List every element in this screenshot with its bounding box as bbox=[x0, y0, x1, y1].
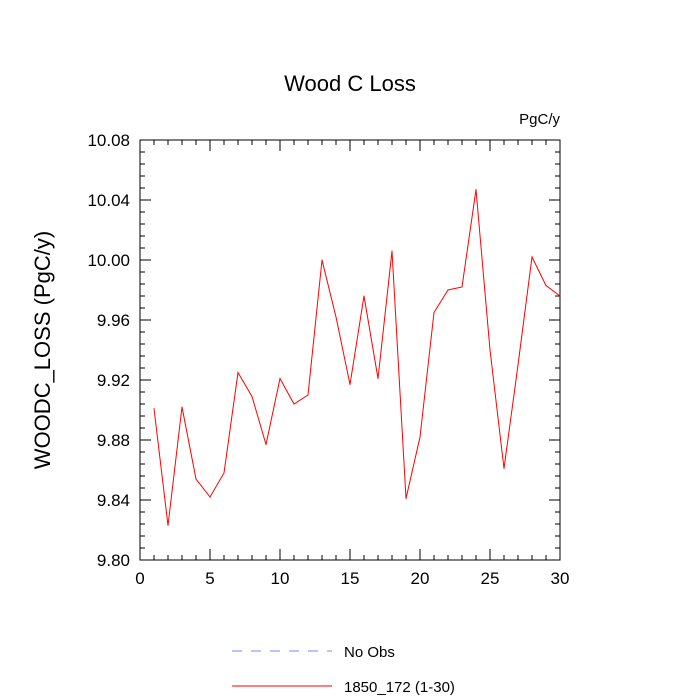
data-point bbox=[433, 312, 435, 313]
chart-title: Wood C Loss bbox=[284, 71, 416, 96]
x-tick-label: 0 bbox=[135, 569, 144, 588]
y-tick-label: 9.88 bbox=[97, 431, 130, 450]
data-point bbox=[461, 286, 463, 288]
data-point bbox=[447, 289, 449, 291]
plot-frame bbox=[139, 139, 561, 561]
data-point bbox=[307, 394, 309, 396]
y-tick-label: 9.96 bbox=[97, 311, 130, 330]
data-point bbox=[349, 384, 351, 385]
series-line bbox=[153, 189, 561, 526]
data-point bbox=[489, 349, 491, 351]
data-point bbox=[167, 525, 169, 526]
data-point bbox=[223, 472, 225, 474]
y-tick-label: 9.84 bbox=[97, 491, 130, 510]
data-point bbox=[559, 295, 561, 297]
data-point bbox=[405, 498, 407, 499]
x-tick-label: 5 bbox=[205, 569, 214, 588]
y-tick-label: 9.92 bbox=[97, 371, 130, 390]
data-point bbox=[391, 250, 393, 252]
y-tick-label: 9.80 bbox=[97, 551, 130, 570]
data-point bbox=[517, 364, 519, 366]
tick-labels: 0 5 10 15 20 25 30 9.80 9.84 9.88 9.92 9.96 10.00 10.… bbox=[87, 131, 569, 588]
data-point bbox=[251, 396, 253, 397]
legend: No Obs 1850_172 (1-30) bbox=[232, 644, 455, 696]
y-tick-label: 10.00 bbox=[87, 251, 130, 270]
data-point bbox=[531, 256, 533, 258]
axis-ticks bbox=[139, 139, 561, 561]
y-axis-label: WOODC_LOSS (PgC/y) bbox=[30, 231, 55, 469]
x-tick-label: 25 bbox=[481, 569, 500, 588]
series-layer bbox=[153, 189, 561, 526]
data-point bbox=[377, 378, 379, 379]
data-point bbox=[503, 468, 505, 469]
data-point bbox=[321, 259, 323, 261]
units-label: PgC/y bbox=[519, 111, 560, 128]
data-point bbox=[181, 406, 183, 408]
data-point bbox=[335, 316, 337, 318]
data-point bbox=[419, 436, 421, 438]
legend-label: No Obs bbox=[344, 644, 395, 661]
x-tick-label: 10 bbox=[271, 569, 290, 588]
data-point bbox=[545, 285, 547, 286]
x-tick-label: 20 bbox=[411, 569, 430, 588]
x-tick-label: 15 bbox=[341, 569, 360, 588]
y-tick-label: 10.04 bbox=[87, 191, 130, 210]
x-tick-label: 30 bbox=[551, 569, 570, 588]
legend-label: 1850_172 (1-30) bbox=[344, 679, 455, 696]
data-point bbox=[209, 496, 211, 498]
data-point bbox=[195, 478, 197, 480]
y-tick-label: 10.08 bbox=[87, 131, 130, 150]
data-point bbox=[475, 189, 477, 190]
data-point bbox=[293, 403, 295, 405]
data-point bbox=[153, 408, 155, 409]
data-point bbox=[279, 378, 281, 379]
data-point bbox=[265, 444, 267, 445]
data-point bbox=[237, 372, 239, 373]
data-point bbox=[363, 295, 365, 297]
